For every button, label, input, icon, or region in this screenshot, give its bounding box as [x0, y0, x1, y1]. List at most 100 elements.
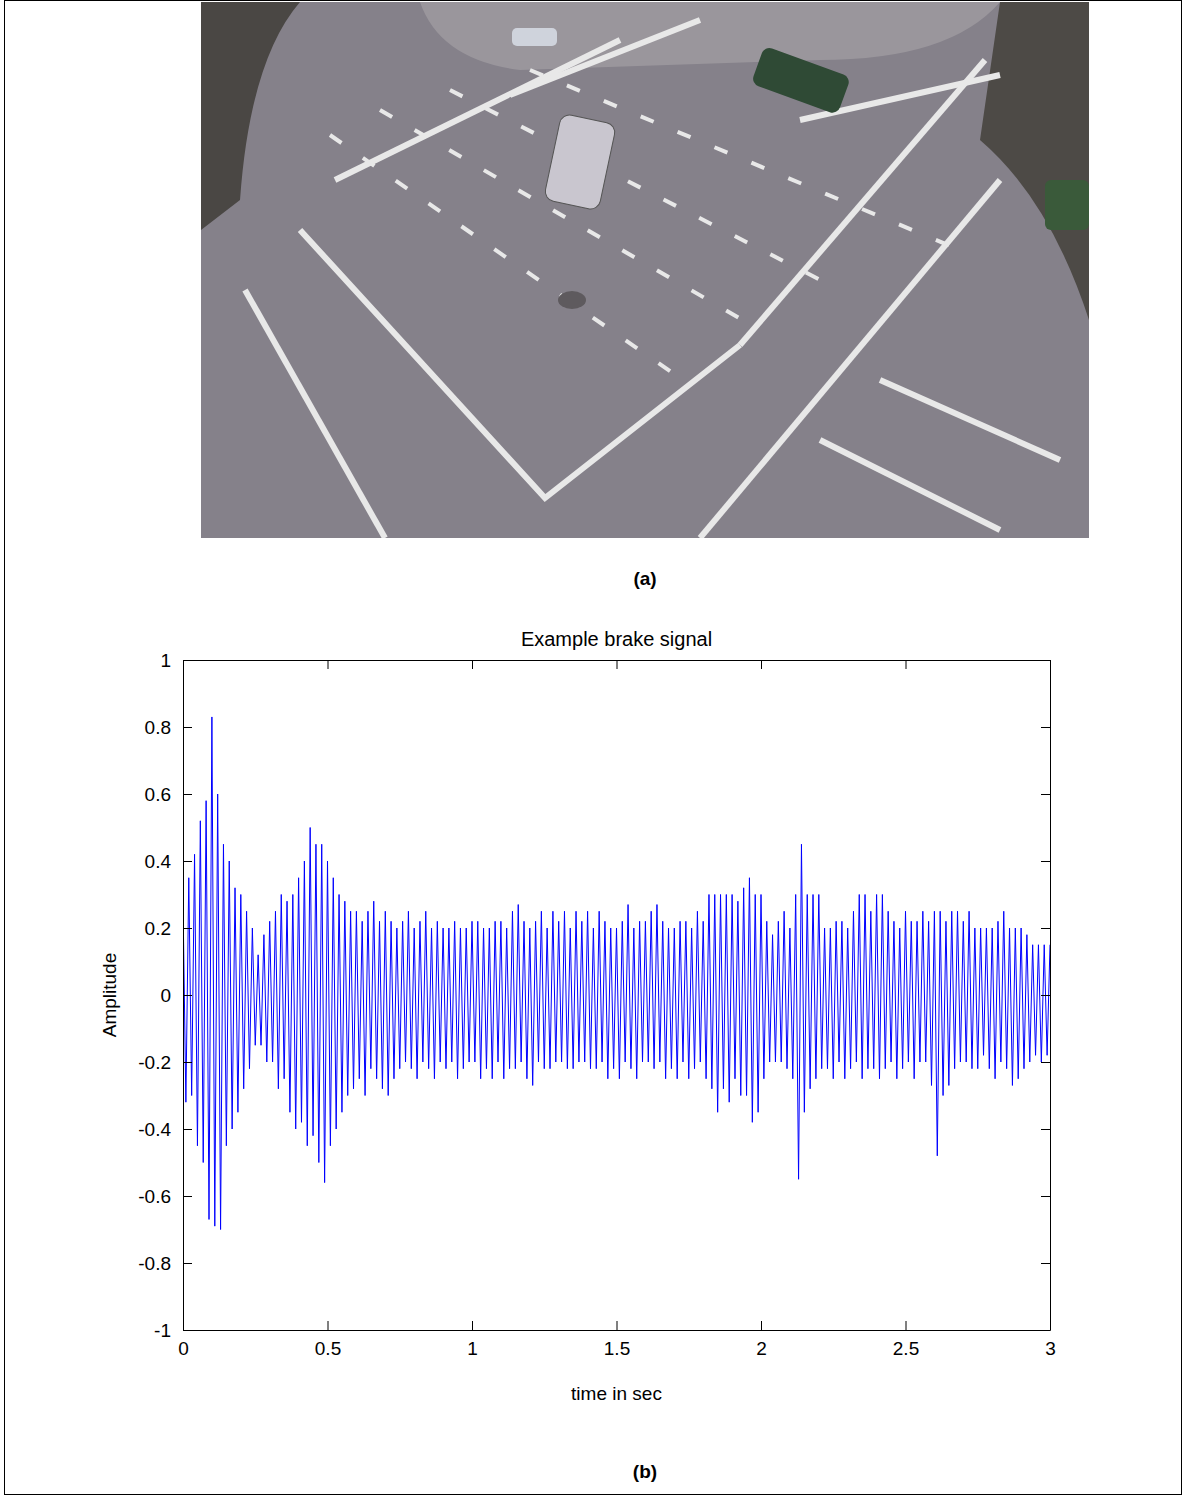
tick-mark	[183, 861, 192, 862]
tick-label: 1	[160, 650, 171, 671]
tick-mark	[1041, 1129, 1050, 1130]
tick	[183, 660, 184, 669]
tick	[1041, 794, 1050, 795]
tick-label: 0.2	[145, 918, 171, 939]
figure: (a) (b) 0 0.5 1 1.5 2 2.5 3 -1 -0.8 -0.6 -0.4 -0.2 0 0.…	[0, 0, 1186, 1498]
tick-mark	[183, 1062, 192, 1063]
tick-label: 1.5	[604, 1338, 630, 1359]
tick-label: 0.5	[315, 1338, 341, 1359]
tick-mark	[183, 794, 192, 795]
road	[201, 2, 1089, 538]
tick-label: 2	[756, 1338, 767, 1359]
tick-mark	[1041, 1263, 1050, 1264]
tick-mark	[1041, 1196, 1050, 1197]
tick-label: 0	[160, 985, 171, 1006]
tick-mark	[1041, 660, 1050, 661]
tick: 0.5	[315, 1321, 341, 1359]
car	[512, 28, 557, 46]
tick	[1041, 1263, 1050, 1264]
plot-area	[183, 717, 1050, 1230]
tick-label: -0.2	[138, 1052, 171, 1073]
tick-label: -0.4	[138, 1119, 171, 1140]
car	[543, 113, 616, 211]
y-axis-right	[1041, 661, 1051, 1331]
panel-label: (a)	[633, 568, 656, 589]
tick-mark	[1041, 1330, 1050, 1331]
tick: 0.6	[145, 784, 192, 805]
car	[751, 46, 851, 115]
tick	[906, 660, 907, 669]
tick	[761, 660, 762, 669]
tick: 1.5	[604, 1321, 630, 1359]
lane-dash	[330, 135, 690, 385]
car	[1045, 180, 1089, 230]
tick: -1	[154, 1320, 192, 1341]
tick	[1041, 1330, 1050, 1331]
tick: 0	[160, 985, 192, 1006]
tick-mark	[1041, 794, 1050, 795]
axis-line	[1050, 661, 1051, 1331]
tick	[1041, 1196, 1050, 1197]
lane-line	[740, 60, 985, 345]
tick: 2.5	[893, 1321, 919, 1359]
tick	[1041, 660, 1050, 661]
tick-mark	[183, 928, 192, 929]
signal-line	[183, 717, 1050, 1230]
tick-mark	[183, 660, 184, 669]
tick: -0.6	[138, 1186, 192, 1207]
tick-mark	[1041, 995, 1050, 996]
y-axis-title: Amplitude	[99, 953, 120, 1038]
tick-mark	[1041, 861, 1050, 862]
tick: -0.8	[138, 1253, 192, 1274]
tick: -0.2	[138, 1052, 192, 1073]
tick-mark	[1041, 928, 1050, 929]
tick	[472, 660, 473, 669]
tick	[328, 660, 329, 669]
lane-line	[245, 290, 385, 538]
lane-line	[300, 230, 740, 498]
tick: -0.4	[138, 1119, 192, 1140]
tick-mark	[183, 1263, 192, 1264]
tick-mark	[328, 660, 329, 669]
tick-label: 0.8	[145, 717, 171, 738]
tick-label: 1	[467, 1338, 478, 1359]
manhole	[558, 291, 586, 309]
tick-label: 3	[1045, 1338, 1056, 1359]
axis-line	[184, 1330, 1051, 1331]
tick	[1041, 1062, 1050, 1063]
tick-mark	[906, 1321, 907, 1330]
tick-mark	[761, 1321, 762, 1330]
lane-line	[880, 380, 1060, 460]
tick-mark	[183, 1196, 192, 1197]
tick-mark	[1041, 1062, 1050, 1063]
tick-mark	[183, 727, 192, 728]
tick-mark	[906, 660, 907, 669]
tick: 0.4	[145, 851, 192, 872]
chart: 0 0.5 1 1.5 2 2.5 3 -1 -0.8 -0.6 -0.4 -0.2 0 0.2 0.4 0.…	[99, 628, 1056, 1404]
figure-frame	[5, 1, 1182, 1495]
tick-mark	[183, 995, 192, 996]
y-axis: -1 -0.8 -0.6 -0.4 -0.2 0 0.2 0.4 0.6 0.8 1	[138, 650, 192, 1341]
tick-mark	[472, 660, 473, 669]
tick	[617, 660, 618, 669]
tick	[1041, 861, 1050, 862]
x-axis-top	[184, 660, 1051, 669]
tick-mark	[183, 1129, 192, 1130]
sidewalk	[420, 2, 1000, 70]
tick-label: 2.5	[893, 1338, 919, 1359]
tick-label: 0	[178, 1338, 189, 1359]
x-axis: 0 0.5 1 1.5 2 2.5 3	[178, 1321, 1056, 1359]
tick-label: 0.6	[145, 784, 171, 805]
lane-line	[820, 440, 1000, 530]
tick-mark	[1041, 727, 1050, 728]
corner	[980, 2, 1089, 320]
tick-mark	[761, 660, 762, 669]
lane-line	[510, 20, 700, 95]
panel-label: (b)	[633, 1461, 657, 1482]
tick	[1041, 1129, 1050, 1130]
tick: 0.2	[145, 918, 192, 939]
photo-panel	[201, 2, 1089, 538]
tick-label: 0.4	[145, 851, 172, 872]
tick	[1041, 928, 1050, 929]
tick-mark	[617, 660, 618, 669]
